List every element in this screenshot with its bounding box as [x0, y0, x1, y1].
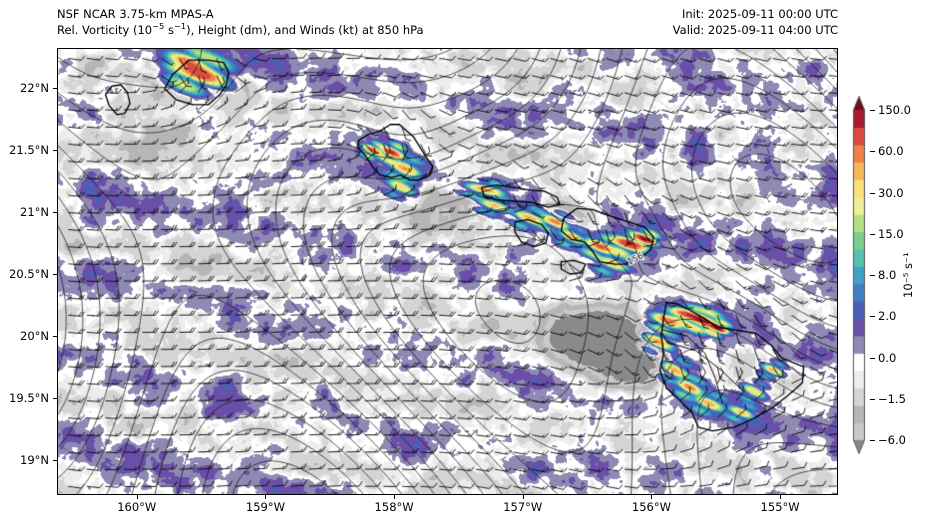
valid-time-label: Valid: 2025-09-11 04:00 UTC — [672, 22, 838, 37]
x-axis-tick-mark — [651, 495, 653, 499]
colorbar-tick-mark — [870, 316, 875, 318]
colorbar-tick-mark — [870, 151, 875, 153]
field-title-suffix: ), Height (dm), and Winds (kt) at 850 hP… — [186, 22, 424, 37]
x-axis-tick-label: 156°W — [631, 500, 671, 514]
figure-title-left: NSF NCAR 3.75-km MPAS-A Rel. Vorticity (… — [57, 7, 424, 38]
x-axis-tick-label: 159°W — [245, 500, 285, 514]
field-title: Rel. Vorticity (10−5 s−1), Height (dm), … — [57, 20, 424, 39]
map-plot-area — [57, 48, 838, 495]
colorbar-tick-mark — [870, 233, 875, 235]
x-axis-tick-mark — [394, 495, 396, 499]
field-title-prefix: Rel. Vorticity (10 — [57, 22, 153, 37]
x-axis-tick-label: 158°W — [374, 500, 414, 514]
colorbar-tick-mark — [870, 110, 875, 112]
x-axis-tick-mark — [780, 495, 782, 499]
y-axis-tick-label: 19.5°N — [9, 391, 49, 406]
y-axis-tick-label: 21°N — [20, 204, 49, 219]
colorbar-tick-label: −1.5 — [878, 391, 906, 406]
init-time-label: Init: 2025-09-11 00:00 UTC — [682, 7, 838, 21]
colorbar-axis-label: 10⁻⁵ s⁻¹ — [901, 252, 915, 298]
y-axis-tick-label: 20°N — [20, 329, 49, 344]
x-axis-tick-mark — [522, 495, 524, 499]
y-axis-tick-label: 20.5°N — [9, 266, 49, 281]
colorbar-tick-mark — [870, 398, 875, 400]
y-axis-tick-label: 21.5°N — [9, 142, 49, 157]
colorbar-tick-label: 8.0 — [878, 268, 897, 282]
x-axis-tick-mark — [136, 495, 138, 499]
colorbar-tick-mark — [870, 440, 875, 442]
colorbar-tick-label: 60.0 — [878, 144, 904, 159]
colorbar-tick-mark — [870, 357, 875, 359]
colorbar — [848, 96, 870, 454]
colorbar-tick-mark — [870, 275, 875, 277]
colorbar-tick-label: −6.0 — [878, 433, 906, 447]
x-axis-tick-label: 155°W — [760, 500, 800, 514]
model-title: NSF NCAR 3.75-km MPAS-A — [57, 7, 214, 21]
field-title-mid: s — [164, 22, 174, 37]
colorbar-canvas — [848, 96, 870, 454]
colorbar-tick-label: 150.0 — [878, 103, 911, 117]
field-title-exp1: −5 — [152, 20, 165, 31]
field-title-exp2: −1 — [173, 20, 187, 31]
x-axis-tick-label: 160°W — [117, 500, 157, 514]
colorbar-tick-label: 30.0 — [878, 185, 904, 200]
y-axis-tick-label: 19°N — [20, 453, 49, 468]
colorbar-tick-label: 15.0 — [878, 226, 904, 241]
map-render-canvas — [58, 49, 837, 494]
colorbar-tick-label: 0.0 — [878, 350, 897, 365]
colorbar-tick-label: 2.0 — [878, 309, 897, 324]
x-axis-tick-mark — [265, 495, 267, 499]
x-axis-tick-label: 157°W — [503, 500, 543, 514]
figure-title-right: Init: 2025-09-11 00:00 UTC Valid: 2025-0… — [673, 7, 838, 38]
colorbar-tick-mark — [870, 192, 875, 194]
y-axis-tick-label: 22°N — [20, 80, 49, 95]
